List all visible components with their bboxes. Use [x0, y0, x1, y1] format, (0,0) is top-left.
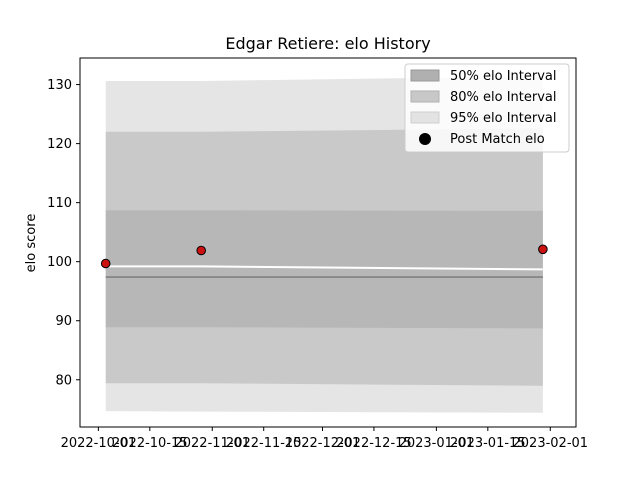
axis-ticks: 2022-10-012022-10-152022-11-012022-11-15…	[47, 78, 588, 451]
legend-swatch-95	[410, 111, 440, 124]
post-match-point	[196, 245, 206, 256]
legend-box	[404, 63, 570, 153]
x-tick-label: 2023-01-15	[450, 436, 526, 451]
y-tick-label: 120	[47, 137, 72, 152]
y-tick-label: 100	[47, 255, 72, 270]
legend-swatch-50	[410, 69, 440, 82]
interval-band-50	[105, 210, 543, 329]
legend-swatch-80	[410, 90, 440, 103]
x-tick-label: 2022-12-15	[336, 436, 412, 451]
x-tick-label: 2022-10-01	[61, 436, 137, 451]
post-match-point	[100, 258, 111, 269]
y-tick-label: 80	[55, 373, 72, 388]
x-tick-label: 2023-01-01	[399, 436, 475, 451]
y-tick-label: 90	[55, 314, 72, 329]
x-tick-label: 2022-11-15	[226, 436, 302, 451]
plot-area	[100, 76, 548, 413]
interval-band-80	[105, 128, 543, 386]
legend-marker-post-match	[419, 133, 431, 145]
plot-frame	[79, 57, 577, 428]
x-tick-label: 2022-12-01	[285, 436, 361, 451]
legend-label-95: 95% elo Interval	[450, 111, 557, 126]
y-axis-label: elo score	[24, 214, 39, 273]
interval-band-95	[105, 76, 543, 413]
x-tick-label: 2022-10-15	[112, 436, 188, 451]
x-tick-label: 2022-11-01	[174, 436, 250, 451]
chart-title: Edgar Retiere: elo History	[225, 34, 430, 53]
x-tick-label: 2023-02-01	[513, 436, 589, 451]
y-tick-label: 130	[47, 78, 72, 93]
legend-label-post-match: Post Match elo	[450, 132, 545, 147]
legend-label-50: 50% elo Interval	[450, 69, 557, 84]
legend: 50% elo Interval 80% elo Interval 95% el…	[404, 63, 570, 153]
y-tick-label: 110	[47, 196, 72, 211]
post-match-point	[538, 244, 548, 255]
mean-elo-line	[105, 265, 543, 271]
legend-label-80: 80% elo Interval	[450, 90, 557, 105]
